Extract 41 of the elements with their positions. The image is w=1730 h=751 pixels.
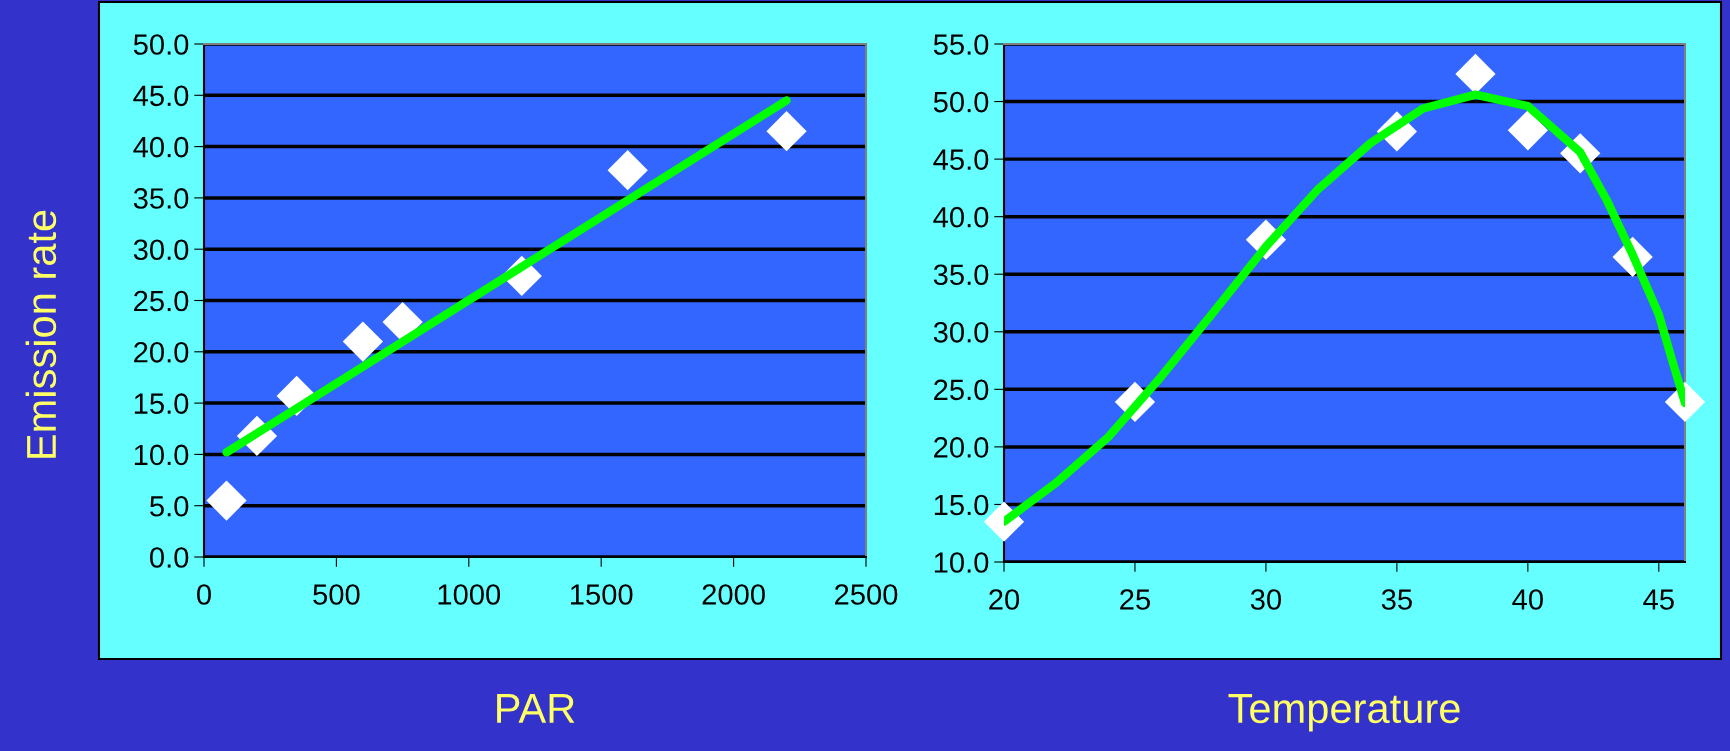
y-tick-label: 40.0 [133,136,189,158]
point [1507,110,1548,151]
y-axis-title: Emission rate [25,210,57,458]
x-tick-label: 20 [989,589,1020,610]
y-tick-label: 10.0 [934,552,989,573]
y-tick-label: 50.0 [933,91,989,113]
y-tick-label: 25.0 [934,379,989,401]
y-tick-label: 15.0 [134,393,189,414]
y-tick-label: 20.0 [134,342,189,363]
x-axis-title: Temperature [1228,694,1460,732]
x-tick-label: 1000 [438,584,501,605]
point [607,150,648,191]
y-tick-label: 35.0 [933,264,989,286]
y-tick-label: 15.0 [934,494,989,516]
y-tick-label: 20.0 [934,437,989,458]
y-tick-label: 30.0 [133,239,189,261]
y-tick-label: 25.0 [134,290,189,312]
y-tick-label: 0.0 [150,547,189,568]
x-tick-label: 1500 [570,584,633,605]
x-tick-label: 45 [1643,589,1674,610]
y-tick-label: 45.0 [933,149,989,170]
y-tick-label: 55.0 [933,34,989,55]
x-tick-label: 30 [1250,589,1281,610]
x-tick-label: 25 [1120,589,1150,610]
x-tick-label: 2000 [702,584,765,605]
x-axis-title: PAR [497,694,575,723]
point [206,480,247,521]
point [342,321,384,362]
x-tick-label: 35 [1381,589,1412,610]
y-tick-label: 40.0 [933,206,989,228]
y-tick-label: 45.0 [133,85,189,107]
x-tick-label: 0 [197,584,211,605]
y-tick-label: 5.0 [150,495,189,517]
y-tick-label: 50.0 [133,34,189,55]
x-tick-label: 2500 [835,584,898,605]
y-tick-label: 10.0 [134,444,189,466]
x-tick-label: 40 [1512,589,1543,610]
point [766,111,807,152]
x-tick-label: 500 [313,584,360,605]
y-tick-label: 30.0 [933,321,989,343]
y-tick-label: 35.0 [133,188,189,209]
